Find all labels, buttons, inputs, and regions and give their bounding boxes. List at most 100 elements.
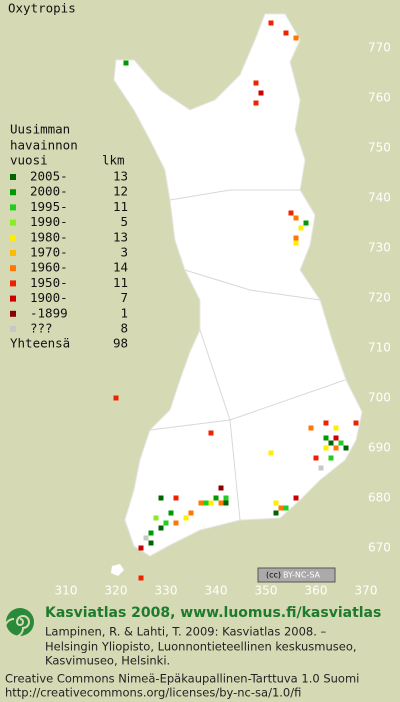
license: http://creativecommons.org/licenses/by-n… — [5, 686, 301, 700]
legend-label: 1950- — [30, 275, 68, 290]
occurrence — [223, 495, 229, 501]
occurrence — [293, 240, 299, 246]
legend-swatch — [10, 265, 16, 272]
occurrence — [293, 35, 299, 41]
y-tick-label: 770 — [368, 41, 391, 55]
y-tick-label: 720 — [368, 291, 391, 305]
legend-swatch — [10, 204, 16, 211]
citation: Helsingin Yliopisto, Luonnontieteellinen… — [45, 640, 357, 654]
legend-swatch — [10, 250, 16, 256]
occurrence — [203, 500, 209, 506]
occurrence — [188, 510, 194, 516]
legend-label: 1900- — [30, 290, 68, 305]
occurrence — [198, 500, 204, 506]
occurrence — [278, 505, 284, 511]
x-tick-label: 340 — [205, 584, 228, 598]
legend-label: 1960- — [30, 260, 68, 275]
occurrence — [343, 445, 349, 451]
title: Oxytropis — [8, 1, 76, 16]
x-tick-label: 360 — [305, 584, 328, 598]
occurrence — [273, 510, 279, 516]
legend-swatch — [10, 189, 16, 196]
occurrence — [268, 20, 274, 26]
y-tick-label: 670 — [368, 541, 391, 555]
y-tick-label: 710 — [368, 341, 391, 355]
y-tick-label: 730 — [368, 241, 391, 255]
occurrence — [173, 495, 179, 501]
license: Creative Commons Nimeä-Epäkaupallinen-Ta… — [5, 672, 359, 686]
occurrence — [328, 440, 334, 446]
x-tick-label: 330 — [155, 584, 178, 598]
legend-label: 2005- — [30, 169, 68, 184]
occurrence — [213, 495, 219, 501]
region-borders — [149, 189, 346, 521]
occurrence — [308, 425, 314, 431]
x-tick-label: 370 — [355, 584, 378, 598]
legend-label: ??? — [30, 321, 53, 336]
legend-count: 5 — [120, 214, 128, 229]
badge-text: BY-NC-SA — [283, 571, 321, 580]
legend-label: 1970- — [30, 245, 68, 260]
occurrence — [298, 225, 304, 231]
y-tick-label: 760 — [368, 91, 391, 105]
occurrence — [333, 445, 339, 451]
legend-total: 98 — [113, 336, 128, 351]
legend-heading: Uusimman — [10, 122, 70, 137]
legend-label: 1990- — [30, 214, 68, 229]
occurrence — [288, 210, 294, 216]
y-tick-label: 740 — [368, 191, 391, 205]
y-tick-label: 680 — [368, 491, 391, 505]
y-tick-label: 750 — [368, 141, 391, 155]
legend-count-heading: lkm — [102, 153, 125, 168]
legend: Uusimman havainnon vuosi lkm Yhteensä 98 — [10, 122, 128, 351]
legend-label: 2000- — [30, 184, 68, 199]
occurrence — [323, 435, 329, 441]
occurrence — [333, 425, 339, 431]
occurrence — [293, 215, 299, 221]
occurrence — [153, 515, 159, 521]
occurrence — [223, 500, 229, 506]
aland — [111, 564, 124, 576]
occurrence — [163, 520, 169, 526]
occurrence — [283, 30, 289, 36]
occurrence — [143, 535, 149, 541]
occurrence — [123, 60, 129, 66]
occurrence — [318, 465, 324, 471]
legend-count: 11 — [113, 199, 128, 214]
legend-swatch — [10, 295, 16, 302]
legend-count: 14 — [113, 260, 128, 275]
occurrence — [158, 495, 164, 501]
occurrence — [353, 420, 359, 426]
occurrence — [253, 80, 259, 86]
occurrence — [258, 90, 264, 96]
legend-swatch — [10, 174, 16, 180]
legend-count: 7 — [120, 290, 128, 305]
occurrence — [168, 510, 174, 516]
occurrence — [218, 500, 224, 506]
occurrence — [293, 235, 299, 241]
legend-swatch — [10, 310, 16, 317]
occurrence — [138, 575, 144, 581]
x-tick-label: 320 — [105, 584, 128, 598]
occurrence — [333, 435, 339, 441]
legend-swatch — [10, 280, 16, 287]
occurrence — [218, 485, 224, 491]
legend-swatch — [10, 234, 16, 241]
legend-total-label: Yhteensä — [10, 336, 70, 351]
legend-count: 13 — [113, 169, 128, 184]
occurrence — [183, 515, 189, 521]
cc-icon: (cc) — [266, 571, 281, 580]
legend-heading: havainnon — [10, 138, 78, 153]
occurrence — [138, 545, 144, 551]
occurrence — [323, 445, 329, 451]
occurrence — [113, 395, 119, 401]
legend-label: 1980- — [30, 229, 68, 244]
occurrence — [148, 530, 154, 536]
occurrence — [273, 500, 279, 506]
occurrence — [293, 495, 299, 501]
occurrence — [268, 450, 274, 456]
cc-badge: (cc) BY-NC-SA — [257, 567, 336, 583]
occurrence — [158, 525, 164, 531]
occurrence — [303, 220, 309, 226]
